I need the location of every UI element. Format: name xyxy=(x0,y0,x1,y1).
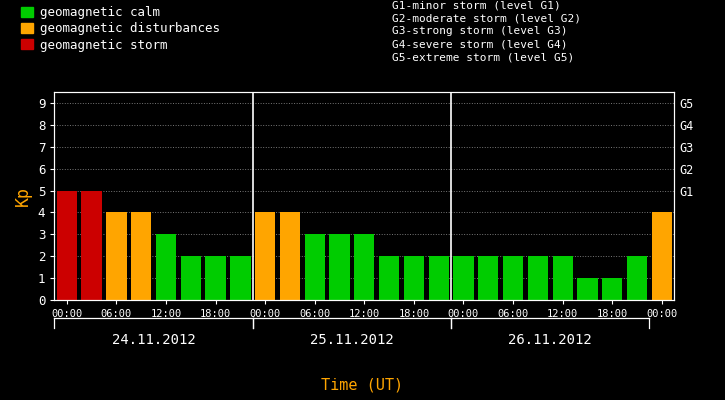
Bar xyxy=(181,256,201,300)
Bar xyxy=(453,256,473,300)
Bar xyxy=(57,190,77,300)
Bar xyxy=(354,234,375,300)
Bar xyxy=(503,256,523,300)
Text: 25.11.2012: 25.11.2012 xyxy=(310,333,394,347)
Bar xyxy=(255,212,276,300)
Bar xyxy=(280,212,300,300)
Bar xyxy=(404,256,424,300)
Bar xyxy=(552,256,573,300)
Bar xyxy=(106,212,127,300)
Bar xyxy=(428,256,449,300)
Bar xyxy=(81,190,102,300)
Bar xyxy=(528,256,548,300)
Bar xyxy=(329,234,349,300)
Bar xyxy=(131,212,152,300)
Text: G1-minor storm (level G1)
G2-moderate storm (level G2)
G3-strong storm (level G3: G1-minor storm (level G1) G2-moderate st… xyxy=(392,0,581,63)
Legend: geomagnetic calm, geomagnetic disturbances, geomagnetic storm: geomagnetic calm, geomagnetic disturbanc… xyxy=(21,6,220,52)
Bar xyxy=(652,212,672,300)
Bar xyxy=(602,278,623,300)
Bar xyxy=(156,234,176,300)
Bar xyxy=(379,256,399,300)
Text: 26.11.2012: 26.11.2012 xyxy=(508,333,592,347)
Bar xyxy=(205,256,225,300)
Bar xyxy=(627,256,647,300)
Bar xyxy=(478,256,499,300)
Text: Time (UT): Time (UT) xyxy=(321,377,404,392)
Text: 24.11.2012: 24.11.2012 xyxy=(112,333,196,347)
Y-axis label: Kp: Kp xyxy=(14,186,33,206)
Bar xyxy=(230,256,251,300)
Bar xyxy=(304,234,325,300)
Bar xyxy=(577,278,597,300)
